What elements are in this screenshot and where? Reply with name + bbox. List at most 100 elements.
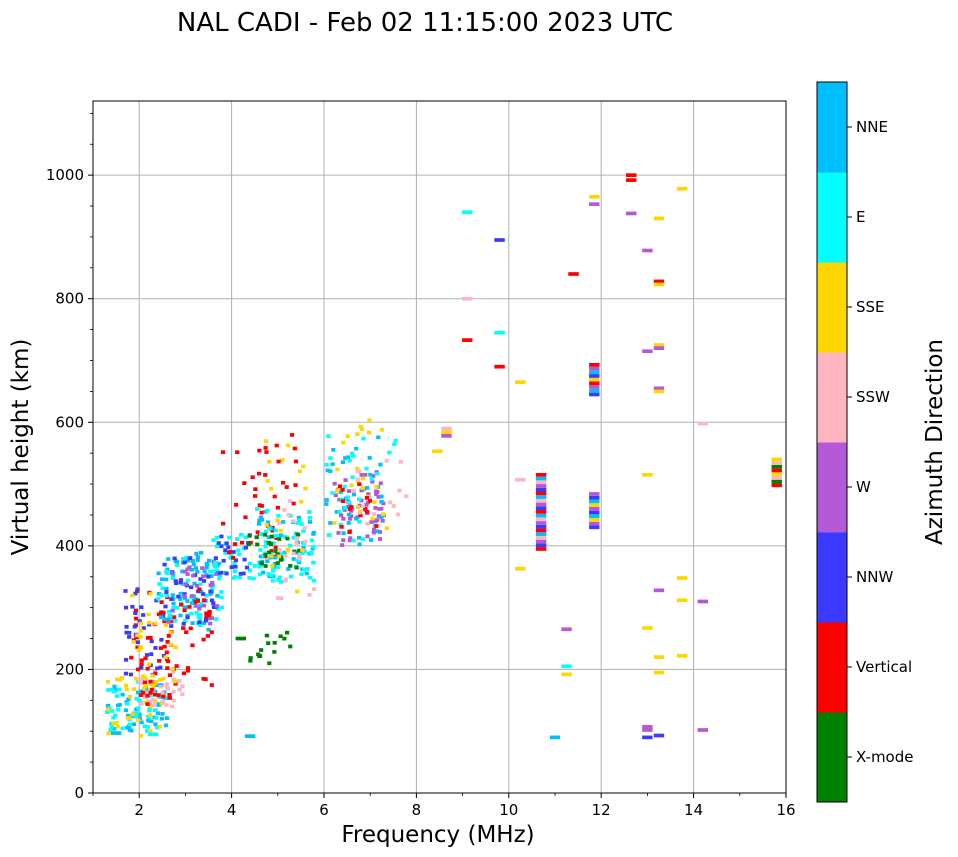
echo-point (233, 564, 238, 569)
echo-point (294, 589, 300, 594)
echo-point (198, 589, 204, 594)
echo-point (171, 601, 176, 606)
echo-point (193, 566, 198, 570)
echo-point (642, 626, 653, 630)
chart-title: NAL CADI - Feb 02 11:15:00 2023 UTC (177, 8, 673, 38)
echo-point (155, 683, 160, 688)
echo-point (138, 679, 143, 683)
echo-point (211, 601, 216, 605)
echo-point (134, 696, 139, 701)
echo-point (159, 637, 164, 642)
echo-point (241, 571, 246, 576)
echo-point (311, 560, 316, 565)
echo-point (197, 620, 202, 625)
echo-point (374, 492, 379, 497)
echo-point (171, 698, 176, 703)
echo-point (185, 615, 190, 620)
echo-point (138, 628, 143, 633)
echo-point (237, 575, 242, 580)
echo-point (252, 564, 257, 568)
echo-point (139, 701, 144, 706)
echo-point (330, 462, 335, 467)
echo-point (340, 460, 345, 465)
echo-point (376, 495, 381, 499)
echo-point (342, 506, 347, 510)
echo-point (137, 716, 142, 721)
echo-point (368, 472, 373, 477)
echo-point (253, 487, 258, 492)
echo-point (642, 728, 653, 732)
echo-point (278, 528, 283, 533)
echo-point (152, 699, 158, 703)
echo-point (589, 385, 600, 389)
echo-point (355, 505, 360, 510)
echo-point (177, 679, 182, 683)
echo-point (276, 513, 281, 518)
echo-point (561, 672, 572, 677)
echo-point (642, 725, 653, 729)
echo-point (196, 589, 201, 594)
echo-point (185, 572, 190, 576)
echo-point (305, 567, 310, 571)
echo-point (109, 725, 114, 729)
echo-point (262, 532, 267, 537)
echo-point (199, 601, 204, 606)
echo-point (134, 635, 139, 640)
echo-point (269, 573, 274, 578)
echo-point (357, 519, 362, 524)
echo-point (180, 569, 185, 574)
echo-point (291, 519, 296, 524)
echo-point (214, 535, 219, 540)
echo-point (653, 386, 665, 391)
echo-point (206, 627, 211, 632)
echo-point (535, 547, 547, 551)
echo-point (276, 565, 281, 569)
echo-point (197, 606, 202, 611)
echo-point (202, 569, 207, 574)
echo-point (270, 578, 275, 583)
echo-point (164, 586, 169, 591)
echo-point (166, 634, 171, 638)
echo-point (198, 604, 203, 608)
echo-point (297, 556, 302, 561)
echo-point (182, 619, 188, 623)
echo-point (364, 496, 369, 500)
echo-point (278, 596, 284, 600)
echo-point (164, 685, 169, 690)
echo-point (771, 464, 782, 469)
echo-point (181, 558, 186, 563)
echo-point (160, 691, 165, 695)
echo-point (170, 593, 175, 597)
echo-point (200, 566, 205, 570)
echo-point (148, 682, 153, 686)
x-tick-label: 8 (412, 801, 422, 819)
echo-point (242, 481, 247, 485)
echo-point (404, 494, 409, 499)
echo-point (219, 590, 224, 594)
echo-point (370, 516, 375, 521)
echo-point (167, 617, 172, 622)
echo-point (258, 515, 263, 520)
echo-point (173, 645, 178, 650)
echo-point (232, 569, 237, 574)
echo-point (195, 569, 200, 574)
echo-point (185, 578, 190, 583)
echo-point (156, 571, 161, 576)
echo-point (111, 715, 116, 720)
echo-point (164, 590, 169, 594)
echo-point (152, 708, 158, 713)
echo-point (129, 655, 134, 660)
echo-point (207, 609, 212, 614)
echo-point (264, 450, 269, 454)
echo-point (358, 424, 363, 429)
echo-point (127, 694, 132, 699)
echo-point (221, 558, 226, 563)
echo-point (198, 577, 203, 581)
echo-point (286, 567, 291, 571)
echo-point (360, 537, 365, 541)
echo-point (338, 522, 343, 527)
echo-point (372, 500, 377, 505)
echo-point (170, 704, 175, 709)
colorbar-segment (817, 262, 847, 353)
echo-point (284, 630, 290, 635)
